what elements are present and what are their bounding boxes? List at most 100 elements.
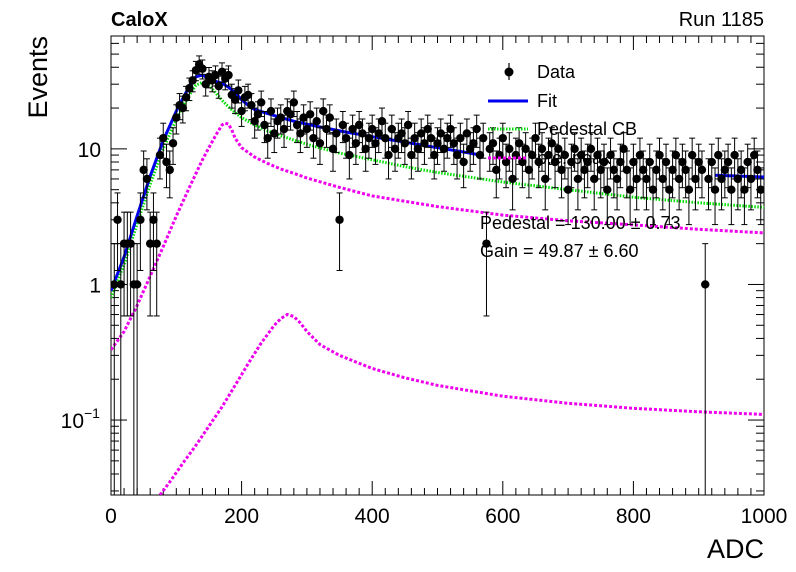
- data-point: [567, 157, 576, 167]
- data-point: [547, 139, 556, 148]
- data-point: [126, 239, 135, 248]
- data-point: [224, 70, 233, 80]
- data-point: [381, 133, 390, 143]
- data-point: [635, 150, 645, 160]
- data-point: [416, 129, 426, 138]
- series-pedestal-cb-curve: [111, 80, 764, 299]
- data-point: [694, 157, 703, 167]
- data-point: [710, 185, 720, 194]
- data-point: [162, 157, 171, 167]
- data-point: [606, 150, 615, 160]
- legend-entry-fit: Fit: [488, 91, 557, 111]
- data-point: [743, 157, 752, 167]
- data-point: [149, 215, 158, 224]
- data-point: [279, 124, 289, 134]
- legend-fit-label: Fit: [537, 91, 557, 111]
- data-point: [364, 133, 374, 143]
- data-point: [508, 174, 517, 184]
- data-point: [345, 150, 354, 160]
- data-point: [518, 157, 527, 167]
- data-point: [302, 124, 312, 134]
- data-point: [495, 150, 504, 160]
- data-point: [400, 139, 410, 148]
- data-point: [250, 116, 259, 126]
- data-point: [469, 139, 478, 148]
- data-point: [420, 139, 429, 148]
- data-point: [292, 120, 302, 130]
- legend: Data Fit Pedestal CB p.e. peak: [488, 62, 637, 168]
- gain-annotation: Gain = 49.87 ± 6.60: [480, 241, 639, 261]
- data-point: [436, 129, 445, 138]
- data-point: [658, 174, 667, 184]
- data-point: [733, 174, 743, 184]
- data-point: [332, 129, 341, 138]
- data-point: [113, 215, 122, 224]
- y-tick-label: 1: [89, 274, 101, 297]
- data-point: [531, 133, 540, 143]
- data-point: [645, 157, 654, 167]
- data-point: [341, 133, 351, 143]
- data-point: [583, 157, 592, 167]
- data-point: [165, 165, 174, 175]
- data-point: [527, 150, 537, 160]
- data-point: [750, 150, 759, 160]
- data-point: [590, 174, 599, 184]
- data-point: [616, 157, 625, 167]
- data-point: [678, 157, 687, 167]
- data-point: [514, 139, 524, 148]
- data-point: [289, 98, 299, 107]
- data-point: [603, 185, 612, 194]
- data-point: [665, 185, 674, 194]
- legend-entry-pe-peak: p.e. peak: [488, 148, 612, 168]
- data-point: [145, 239, 155, 248]
- data-point: [387, 124, 396, 134]
- data-point: [449, 139, 459, 148]
- data-point: [439, 144, 449, 154]
- data-point: [178, 103, 188, 113]
- data-point: [501, 157, 511, 167]
- data-point: [132, 280, 142, 289]
- data-point: [243, 90, 253, 100]
- data-point: [312, 116, 321, 126]
- data-point: [684, 185, 694, 194]
- data-point: [270, 129, 279, 138]
- data-point: [648, 185, 658, 194]
- data-point: [570, 144, 579, 154]
- data-point: [687, 150, 697, 160]
- data-point: [704, 174, 713, 184]
- data-point: [609, 165, 619, 175]
- data-point: [371, 139, 380, 148]
- data-point: [266, 106, 276, 116]
- data-point: [612, 174, 622, 184]
- data-point: [720, 165, 730, 175]
- data-point: [237, 106, 246, 116]
- data-point: [168, 139, 178, 148]
- data-point: [707, 157, 716, 167]
- data-point: [325, 113, 334, 122]
- fit-annotations: Pedestal = 130.00 ± 0.73 Gain = 49.87 ± …: [480, 213, 681, 261]
- data-point: [407, 150, 416, 160]
- data-point: [479, 133, 488, 143]
- data-point: [430, 150, 439, 160]
- legend-data-marker: [504, 67, 514, 77]
- data-point: [217, 67, 227, 77]
- data-point: [139, 165, 148, 175]
- data-point: [498, 133, 507, 143]
- data-point: [433, 139, 442, 148]
- data-point: [655, 150, 664, 160]
- data-point: [456, 133, 465, 143]
- data-point: [374, 129, 383, 138]
- data-point: [723, 157, 733, 167]
- x-tick-label: 600: [485, 505, 520, 528]
- data-point: [541, 174, 550, 184]
- data-point: [152, 239, 161, 248]
- data-point: [354, 120, 364, 130]
- data-point: [198, 64, 207, 73]
- data-point: [717, 174, 726, 184]
- y-tick-label: 10: [78, 139, 101, 162]
- data-point: [462, 129, 472, 138]
- legend-pedestal-label: Pedestal CB: [537, 119, 637, 139]
- data-point: [668, 165, 677, 175]
- data-point: [576, 150, 586, 160]
